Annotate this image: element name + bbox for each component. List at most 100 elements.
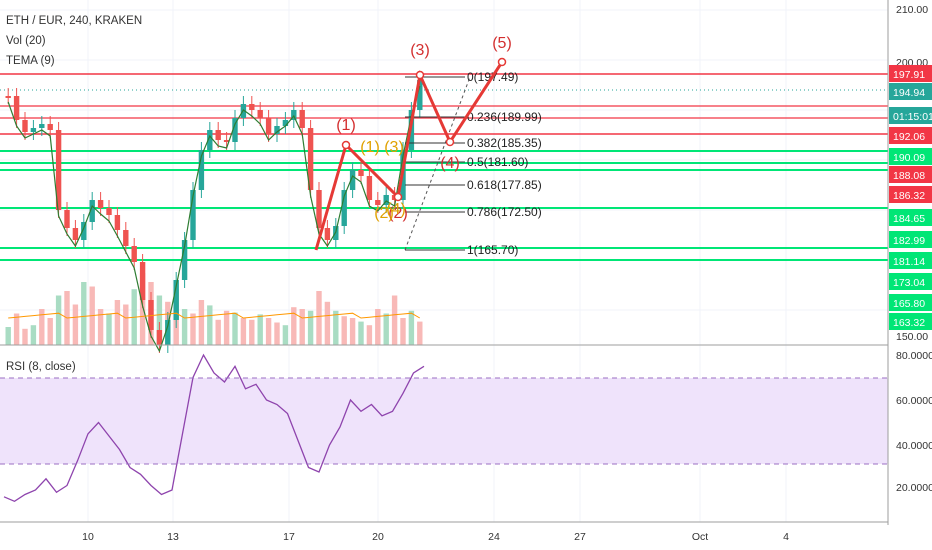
price-tag-label: 188.08	[893, 170, 925, 182]
candle-body	[106, 208, 112, 215]
fib-level-label: 0.5(181.60)	[467, 155, 528, 169]
fib-level-label: 0.236(189.99)	[467, 110, 542, 124]
rsi-legend: RSI (8, close)	[6, 361, 76, 373]
time-tick: 17	[283, 531, 295, 543]
price-tick: 210.00	[896, 4, 928, 16]
candle-body	[198, 150, 205, 190]
volume-bar	[55, 295, 62, 345]
candle-body	[148, 300, 154, 330]
price-tag-label: 186.32	[893, 190, 925, 202]
price-tag	[889, 127, 932, 144]
volume-bar	[47, 318, 53, 345]
candle-body	[47, 124, 53, 130]
candle-body	[274, 126, 280, 134]
candle-body	[22, 120, 28, 132]
fib-level-label: 0.618(177.85)	[467, 178, 542, 192]
volume-bar	[190, 313, 196, 345]
candle-body	[114, 215, 121, 230]
volume-bar	[349, 318, 356, 345]
price-tag	[889, 83, 932, 100]
wave-point	[341, 140, 351, 150]
candle-body	[39, 124, 45, 128]
wave-label: (4)	[386, 201, 406, 218]
volume-bar	[30, 325, 37, 345]
price-tag-label: 01:15:01	[893, 111, 932, 123]
fibonacci-retracement: 0(197.49)0.236(189.99)0.382(185.35)0.5(1…	[404, 70, 542, 257]
time-tick: 4	[783, 531, 789, 543]
candle-body	[282, 120, 289, 126]
volume-bar	[97, 309, 104, 345]
price-tag	[889, 252, 932, 269]
candle-body	[123, 230, 129, 246]
candle-body	[30, 128, 37, 132]
price-tag	[889, 313, 932, 330]
volume-bar	[81, 282, 87, 345]
fib-level-label: 0.786(172.50)	[467, 205, 542, 219]
volume-bar	[240, 318, 247, 345]
volume-bar	[223, 310, 230, 345]
price-tag-label: 163.32	[893, 317, 925, 329]
candle-body	[366, 176, 373, 200]
wave-path	[314, 61, 504, 251]
volume-bar	[156, 295, 163, 345]
price-tag-label: 173.04	[893, 277, 925, 289]
candle-body	[341, 190, 347, 226]
volume-bar	[307, 310, 314, 345]
rsi-band	[0, 378, 888, 464]
candle-body	[89, 200, 95, 222]
volume-bar	[232, 312, 238, 345]
price-level-lines	[0, 73, 888, 261]
price-tag-label: 184.65	[893, 213, 925, 225]
volume-bar	[391, 295, 398, 345]
volume-bar	[249, 319, 255, 345]
volume-bar	[5, 327, 11, 345]
candle-body	[299, 110, 305, 128]
volume-bar	[257, 314, 263, 345]
volume-bar	[333, 310, 339, 345]
volume-bar	[207, 305, 213, 345]
price-tag-label: 194.94	[893, 87, 925, 99]
wave-label: (3)	[384, 139, 404, 156]
candle-body	[249, 104, 255, 110]
volume-bar	[198, 300, 205, 345]
price-tag-label: 181.14	[893, 256, 925, 268]
candle-body	[13, 96, 20, 120]
candle-body	[173, 280, 179, 320]
wave-point	[415, 70, 425, 80]
volume-bar	[316, 291, 322, 345]
price-tag	[889, 231, 932, 248]
candle-body	[97, 200, 104, 208]
elliott-wave-drawing: (1)(2)(3)(4)(5)(1) (3)(2)(4)	[314, 35, 512, 251]
price-tag	[889, 107, 932, 124]
candle-body	[207, 130, 213, 150]
wave-point	[445, 137, 455, 147]
volume-legend: Vol (20)	[6, 35, 46, 47]
price-tag	[889, 294, 932, 311]
price-tag	[889, 65, 932, 82]
wave-label: (1)	[360, 139, 380, 156]
tema-line	[7, 85, 421, 353]
candle-body	[55, 130, 62, 210]
candle-body	[64, 210, 70, 228]
rsi-panel	[3, 353, 425, 503]
wave-label: (3)	[410, 42, 430, 59]
candle-body	[316, 190, 322, 228]
fib-level-label: 0.382(185.35)	[467, 136, 542, 150]
wave-label: (2)	[374, 205, 394, 222]
wave-label: (2)	[388, 205, 408, 222]
price-tick: 150.00	[896, 331, 928, 343]
volume-bar	[265, 318, 272, 345]
candle-body	[358, 170, 364, 176]
volume-bar	[291, 307, 297, 345]
rsi-tick: 40.0000	[896, 440, 932, 452]
time-tick: 24	[488, 531, 500, 543]
candle-body	[72, 228, 79, 240]
volume-bar	[299, 309, 305, 345]
candle-body	[383, 195, 389, 205]
time-tick: 20	[372, 531, 384, 543]
rsi-tick: 60.0000	[896, 395, 932, 407]
volume-bar	[139, 273, 146, 345]
